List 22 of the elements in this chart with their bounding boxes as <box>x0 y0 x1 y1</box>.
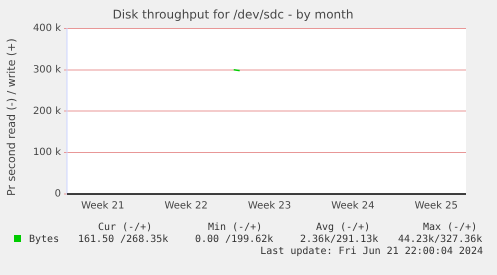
x-tick-label: Week 22 <box>164 200 208 212</box>
x-tick-label: Week 25 <box>414 200 458 212</box>
legend-label: Bytes <box>28 234 60 245</box>
text: Max (-/+) <box>423 222 478 233</box>
x-tick-label: Week 21 <box>81 200 124 212</box>
y-tick-label: 200 k <box>32 106 62 117</box>
x-tick-label: Week 24 <box>331 200 375 212</box>
text: Cur (-/+) <box>98 222 152 233</box>
y-tick-label: 300 k <box>32 64 62 76</box>
text: 2.36k/291.13k <box>300 234 378 245</box>
text: 0.00 /199.62k <box>195 234 274 245</box>
y-tick-label: 100 k <box>32 147 62 158</box>
text: 161.50 /268.35k <box>78 234 168 245</box>
text: Last update: Fri Jun 21 22:00:04 2024 <box>260 246 483 257</box>
text: Min (-/+) <box>208 222 262 233</box>
text: Avg (-/+) <box>316 222 370 233</box>
chart-title: Disk throughput for /dev/sdc - by month <box>112 7 354 22</box>
y-tick-label: 400 k <box>32 22 62 34</box>
y-axis-title: Pr second read (-) / write (+) <box>5 38 18 196</box>
y-tick-label: 0 <box>54 188 61 200</box>
x-tick-label: Week 23 <box>248 200 292 212</box>
text: 44.23k/327.36k <box>398 234 482 245</box>
